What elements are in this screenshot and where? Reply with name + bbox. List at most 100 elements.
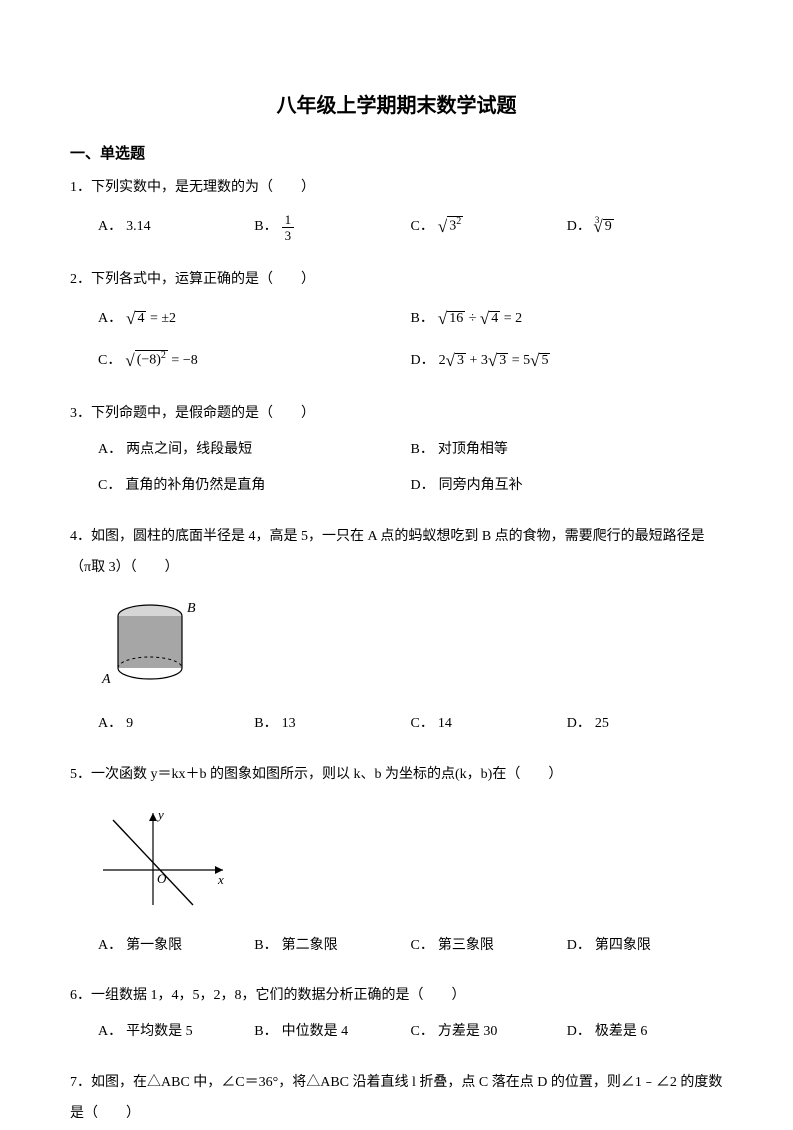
option-label: C．	[411, 1018, 434, 1046]
option-label: B．	[254, 213, 277, 241]
option-label: C．	[411, 213, 434, 241]
option-b: B． 第二象限	[254, 932, 410, 960]
option-value: 3.14	[126, 213, 151, 241]
cubert-expr: 3√9	[595, 210, 615, 244]
option-label: D．	[567, 1018, 591, 1046]
question-2: 2．下列各式中，运算正确的是（ ） A． √4 = ±2 B． √16 ÷ √4…	[70, 266, 723, 386]
option-d: D． 2√3 + 3√3 = 5√5	[411, 344, 724, 378]
option-value: 方差是 30	[438, 1018, 498, 1046]
page-title: 八年级上学期期末数学试题	[70, 90, 723, 122]
option-value: 2√3 + 3√3 = 5√5	[439, 344, 551, 378]
option-b: B． 对顶角相等	[411, 436, 724, 464]
option-value: 第三象限	[438, 932, 494, 960]
option-value: 第二象限	[282, 932, 338, 960]
question-text: 5．一次函数 y＝kx＋b 的图象如图所示，则以 k、b 为坐标的点(k，b)在…	[70, 760, 723, 791]
svg-text:y: y	[156, 807, 164, 822]
svg-text:B: B	[187, 601, 196, 616]
figure: y x O	[70, 805, 723, 918]
option-label: C．	[411, 932, 434, 960]
question-text: 2．下列各式中，运算正确的是（ ）	[70, 266, 723, 294]
option-b: B． √16 ÷ √4 = 2	[411, 302, 724, 336]
option-a: A． 9	[98, 710, 254, 738]
option-c: C． 方差是 30	[411, 1018, 567, 1046]
figure: B A	[70, 598, 723, 696]
question-text: 6．一组数据 1，4，5，2，8，它们的数据分析正确的是（ ）	[70, 982, 723, 1010]
options: A． 两点之间，线段最短 B． 对顶角相等 C． 直角的补角仍然是直角 D． 同…	[70, 436, 723, 508]
option-d: D． 同旁内角互补	[411, 472, 724, 500]
options: A． 第一象限 B． 第二象限 C． 第三象限 D． 第四象限	[70, 932, 723, 968]
fraction: 1 3	[282, 213, 295, 242]
option-value: 中位数是 4	[282, 1018, 349, 1046]
option-value: 9	[126, 710, 133, 738]
options: A． 3.14 B． 1 3 C． √32 D． 3√9	[70, 210, 723, 252]
option-d: D． 第四象限	[567, 932, 723, 960]
option-label: C．	[98, 347, 121, 375]
option-value: 对顶角相等	[438, 436, 508, 464]
option-value: 极差是 6	[595, 1018, 648, 1046]
option-label: B．	[411, 436, 434, 464]
option-label: C．	[411, 710, 434, 738]
option-b: B． 13	[254, 710, 410, 738]
option-value: √16 ÷ √4 = 2	[438, 302, 522, 336]
option-c: C． 14	[411, 710, 567, 738]
section-header: 一、单选题	[70, 142, 723, 166]
option-label: A．	[98, 213, 122, 241]
option-label: B．	[254, 1018, 277, 1046]
question-4: 4．如图，圆柱的底面半径是 4，高是 5，一只在 A 点的蚂蚁想吃到 B 点的食…	[70, 522, 723, 746]
question-text: 4．如图，圆柱的底面半径是 4，高是 5，一只在 A 点的蚂蚁想吃到 B 点的食…	[70, 522, 723, 584]
option-value: 第四象限	[595, 932, 651, 960]
question-text: 7．如图，在△ABC 中，∠C＝36°，将△ABC 沿着直线 l 折叠，点 C …	[70, 1068, 723, 1130]
option-value: 两点之间，线段最短	[126, 436, 252, 464]
option-value: 同旁内角互补	[439, 472, 523, 500]
cylinder-figure: B A	[98, 598, 203, 688]
options: A． 9 B． 13 C． 14 D． 25	[70, 710, 723, 746]
svg-text:x: x	[217, 872, 224, 887]
question-3: 3．下列命题中，是假命题的是（ ） A． 两点之间，线段最短 B． 对顶角相等 …	[70, 400, 723, 508]
option-value: 25	[595, 710, 609, 738]
option-label: B．	[254, 710, 277, 738]
option-c: C． √32	[411, 210, 567, 244]
option-b: B． 1 3	[254, 210, 410, 244]
option-label: C．	[98, 472, 121, 500]
linear-graph-figure: y x O	[98, 805, 233, 910]
options: A． √4 = ±2 B． √16 ÷ √4 = 2 C． √(−8)2 = −…	[70, 302, 723, 386]
question-7: 7．如图，在△ABC 中，∠C＝36°，将△ABC 沿着直线 l 折叠，点 C …	[70, 1068, 723, 1130]
question-6: 6．一组数据 1，4，5，2，8，它们的数据分析正确的是（ ） A． 平均数是 …	[70, 982, 723, 1054]
option-value: 直角的补角仍然是直角	[125, 472, 265, 500]
option-label: A．	[98, 932, 122, 960]
option-d: D． 3√9	[567, 210, 723, 244]
option-label: D．	[567, 213, 591, 241]
option-label: A．	[98, 710, 122, 738]
option-value: √4 = ±2	[126, 302, 176, 336]
question-5: 5．一次函数 y＝kx＋b 的图象如图所示，则以 k、b 为坐标的点(k，b)在…	[70, 760, 723, 968]
option-a: A． √4 = ±2	[98, 302, 411, 336]
option-label: A．	[98, 436, 122, 464]
svg-text:A: A	[101, 672, 111, 687]
option-value: 第一象限	[126, 932, 182, 960]
option-label: D．	[567, 932, 591, 960]
option-label: B．	[411, 305, 434, 333]
question-text: 3．下列命题中，是假命题的是（ ）	[70, 400, 723, 428]
question-1: 1．下列实数中，是无理数的为（ ） A． 3.14 B． 1 3 C． √32 …	[70, 174, 723, 252]
option-label: A．	[98, 305, 122, 333]
option-label: A．	[98, 1018, 122, 1046]
option-label: D．	[567, 710, 591, 738]
options: A． 平均数是 5 B． 中位数是 4 C． 方差是 30 D． 极差是 6	[70, 1018, 723, 1054]
option-b: B． 中位数是 4	[254, 1018, 410, 1046]
option-d: D． 极差是 6	[567, 1018, 723, 1046]
option-label: D．	[411, 472, 435, 500]
option-a: A． 两点之间，线段最短	[98, 436, 411, 464]
option-c: C． 直角的补角仍然是直角	[98, 472, 411, 500]
option-value: 14	[438, 710, 452, 738]
option-d: D． 25	[567, 710, 723, 738]
option-label: D．	[411, 347, 435, 375]
option-a: A． 3.14	[98, 210, 254, 244]
option-value: 13	[282, 710, 296, 738]
sqrt-expr: √32	[438, 210, 463, 244]
option-value: 平均数是 5	[126, 1018, 193, 1046]
question-text: 1．下列实数中，是无理数的为（ ）	[70, 174, 723, 202]
svg-text:O: O	[157, 871, 167, 886]
option-label: B．	[254, 932, 277, 960]
option-c: C． 第三象限	[411, 932, 567, 960]
option-a: A． 第一象限	[98, 932, 254, 960]
